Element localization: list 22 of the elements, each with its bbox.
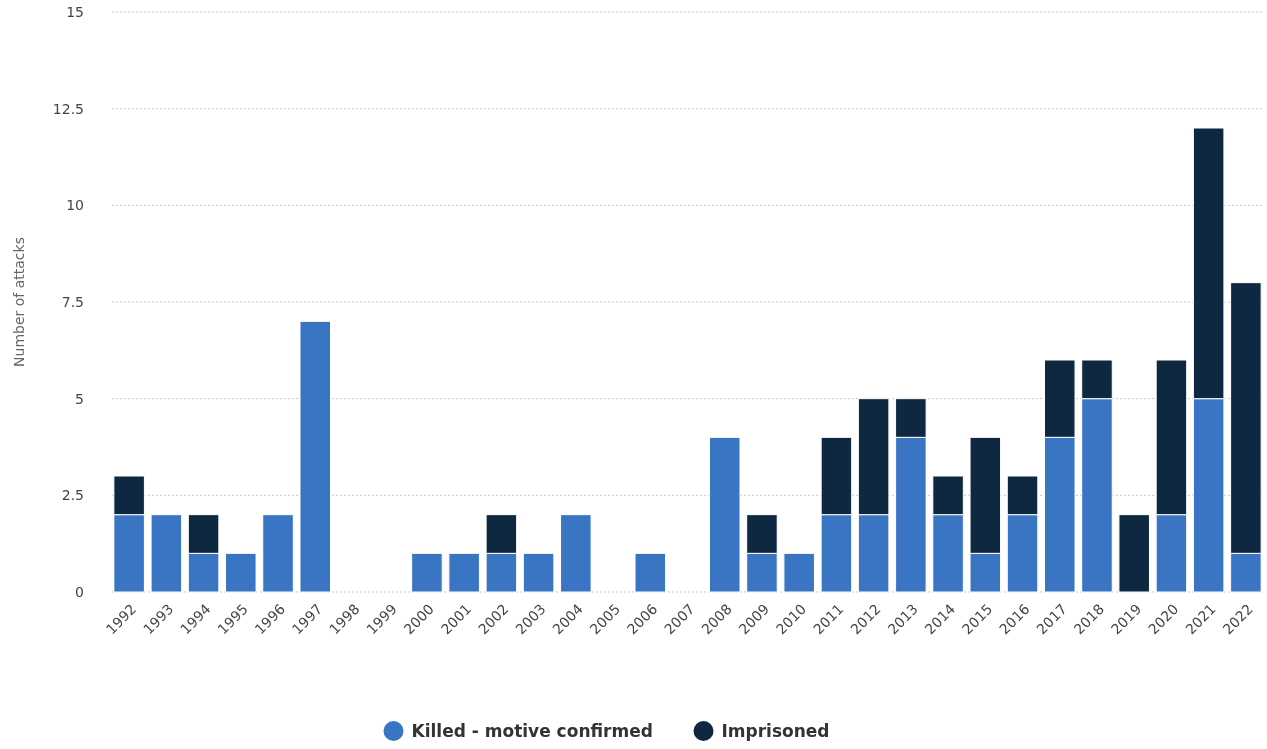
bar [634, 552, 667, 593]
bar [1118, 514, 1150, 593]
y-tick-label: 5 [75, 390, 84, 407]
bar [262, 514, 294, 593]
bar [560, 514, 592, 593]
y-tick-label: 15 [66, 3, 84, 20]
bar [299, 320, 332, 593]
y-tick-label: 2.5 [61, 487, 84, 504]
bar [783, 552, 815, 593]
y-tick-label: 10 [66, 197, 84, 214]
y-tick-label: 7.5 [61, 293, 84, 310]
bar [448, 552, 480, 593]
y-axis-title: Number of attacks [11, 237, 27, 367]
y-tick-label: 0 [75, 583, 84, 600]
bar [522, 552, 555, 593]
bar [411, 552, 443, 593]
legend-label: Imprisoned [721, 720, 830, 741]
bar [150, 514, 183, 593]
bar [708, 436, 741, 593]
bar [225, 552, 257, 593]
y-tick-label: 12.5 [52, 100, 84, 117]
legend-label: Killed - motive confirmed [411, 720, 653, 741]
